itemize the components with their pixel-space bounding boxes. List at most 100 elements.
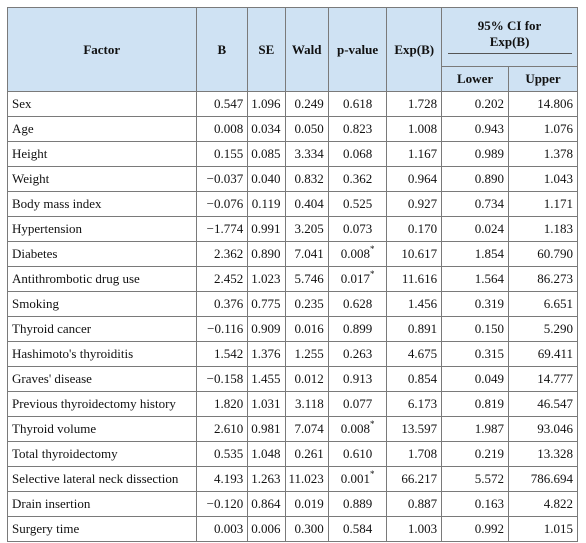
- cell-se: 0.909: [247, 316, 286, 342]
- cell-b-text: 1.820: [214, 396, 244, 411]
- cell-pvalue: 0.077: [327, 391, 388, 417]
- cell-se: 0.991: [247, 216, 286, 242]
- cell-wald: 0.249: [284, 91, 329, 117]
- cell-b: 2.452: [195, 266, 249, 292]
- cell-upper: 1.183: [508, 216, 578, 242]
- cell-wald: 0.404: [284, 191, 329, 217]
- cell-b: 0.003: [195, 516, 249, 542]
- cell-expb: 1.167: [386, 141, 443, 167]
- cell-upper-text: 1.015: [543, 521, 573, 536]
- cell-lower: 0.049: [441, 366, 510, 392]
- cell-pvalue-text: 0.628: [342, 296, 373, 311]
- cell-b-text: 1.542: [214, 346, 244, 361]
- cell-expb-text: 0.927: [407, 196, 438, 211]
- cell-lower-text: 0.989: [474, 146, 505, 161]
- table-row: Smoking 0.376 0.775 0.235 0.628 1.456 0.319 6.6…: [7, 291, 578, 317]
- significance-marker: *: [369, 419, 375, 429]
- cell-pvalue: 0.823: [327, 116, 388, 142]
- cell-lower: 0.890: [441, 166, 510, 192]
- cell-se: 1.376: [247, 341, 286, 367]
- cell-se-text: 0.085: [251, 146, 281, 161]
- cell-wald: 3.118: [284, 391, 329, 417]
- cell-upper-text: 1.171: [543, 196, 573, 211]
- cell-b: 0.547: [195, 91, 249, 117]
- cell-lower-text: 0.890: [474, 171, 505, 186]
- cell-b: 0.008: [195, 116, 249, 142]
- cell-b-text: −1.774: [206, 221, 244, 236]
- cell-se: 0.775: [247, 291, 286, 317]
- cell-expb: 10.617: [386, 241, 443, 267]
- header-wald: Wald: [284, 7, 329, 92]
- cell-factor-text: Graves' disease: [12, 371, 92, 386]
- cell-factor-text: Hashimoto's thyroiditis: [12, 346, 134, 361]
- cell-lower-text: 0.319: [474, 296, 505, 311]
- cell-se-text: 1.023: [251, 271, 281, 286]
- cell-expb: 0.927: [386, 191, 443, 217]
- cell-lower: 0.989: [441, 141, 510, 167]
- cell-factor: Drain insertion: [7, 491, 197, 517]
- cell-b: −1.774: [195, 216, 249, 242]
- cell-expb-text: 10.617: [401, 246, 438, 261]
- cell-upper: 93.046: [508, 416, 578, 442]
- cell-lower-text: 1.987: [474, 421, 505, 436]
- cell-b-text: 2.362: [214, 246, 244, 261]
- cell-wald-text: 0.050: [294, 121, 324, 136]
- cell-expb: 1.728: [386, 91, 443, 117]
- cell-expb: 4.675: [386, 341, 443, 367]
- cell-pvalue-text: 0.362: [342, 171, 373, 186]
- cell-expb: 1.003: [386, 516, 443, 542]
- cell-expb-text: 1.708: [407, 446, 438, 461]
- cell-lower-text: 5.572: [474, 471, 505, 486]
- cell-pvalue-text: 0.077: [342, 396, 373, 411]
- cell-wald-text: 0.012: [294, 371, 324, 386]
- cell-lower: 0.734: [441, 191, 510, 217]
- cell-pvalue: 0.899: [327, 316, 388, 342]
- cell-wald: 0.832: [284, 166, 329, 192]
- cell-wald-text: 0.016: [294, 321, 324, 336]
- cell-lower-text: 0.734: [474, 196, 505, 211]
- cell-lower-text: 0.819: [474, 396, 505, 411]
- cell-lower-text: 1.854: [474, 246, 505, 261]
- cell-lower: 5.572: [441, 466, 510, 492]
- cell-expb: 0.170: [386, 216, 443, 242]
- cell-pvalue: 0.913: [327, 366, 388, 392]
- cell-pvalue: 0.001*: [327, 466, 388, 492]
- cell-wald-text: 0.249: [294, 96, 324, 111]
- cell-wald-text: 0.300: [294, 521, 324, 536]
- cell-se-text: 0.119: [251, 196, 281, 211]
- table-row: Total thyroidectomy 0.535 1.048 0.261 0.610 1…: [7, 441, 578, 467]
- cell-wald: 0.235: [284, 291, 329, 317]
- cell-lower: 0.202: [441, 91, 510, 117]
- table-body: Sex 0.547 1.096 0.249 0.618 1.728 0.202 14.806 A…: [7, 91, 578, 542]
- cell-lower-text: 0.202: [474, 96, 505, 111]
- cell-wald: 7.041: [284, 241, 329, 267]
- cell-pvalue-text: 0.610: [342, 446, 373, 461]
- cell-b-text: −0.158: [206, 371, 244, 386]
- cell-se-text: 0.991: [251, 221, 281, 236]
- cell-lower: 1.564: [441, 266, 510, 292]
- table-row: Hypertension −1.774 0.991 3.205 0.073 0.170 0.…: [7, 216, 578, 242]
- cell-b-text: 2.452: [214, 271, 244, 286]
- table-row: Selective lateral neck dissection 4.193 1.…: [7, 466, 578, 492]
- cell-b: 0.535: [195, 441, 249, 467]
- cell-se: 0.864: [247, 491, 286, 517]
- significance-marker: *: [369, 269, 375, 279]
- header-ci: 95% CI for Exp(B): [441, 7, 578, 67]
- cell-lower: 0.992: [441, 516, 510, 542]
- table-row: Drain insertion −0.120 0.864 0.019 0.889 0.88…: [7, 491, 578, 517]
- cell-expb-text: 1.456: [407, 296, 438, 311]
- cell-upper-text: 14.806: [537, 96, 573, 111]
- cell-expb: 0.964: [386, 166, 443, 192]
- cell-wald-text: 11.023: [288, 471, 324, 486]
- cell-se: 1.455: [247, 366, 286, 392]
- cell-wald: 3.334: [284, 141, 329, 167]
- cell-upper-text: 1.043: [543, 171, 573, 186]
- cell-lower-text: 0.992: [474, 521, 505, 536]
- header-ci-line1: 95% CI for: [477, 18, 542, 33]
- cell-se-text: 1.031: [251, 396, 281, 411]
- cell-pvalue: 0.073: [327, 216, 388, 242]
- cell-upper-text: 46.547: [537, 396, 573, 411]
- cell-factor-text: Thyroid volume: [12, 421, 97, 436]
- cell-upper: 14.806: [508, 91, 578, 117]
- cell-upper: 14.777: [508, 366, 578, 392]
